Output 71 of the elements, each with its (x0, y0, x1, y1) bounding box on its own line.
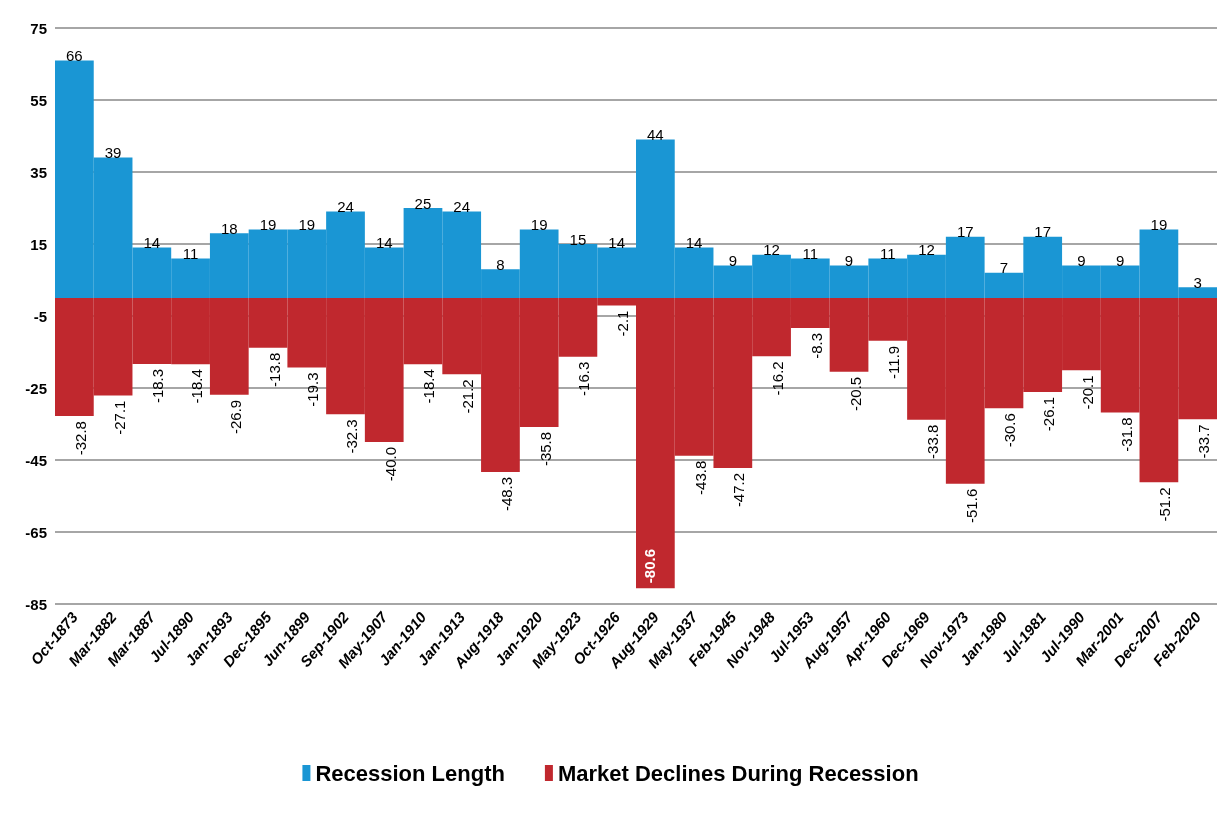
data-label: 25 (414, 194, 432, 212)
data-label: -16.2 (769, 361, 787, 396)
data-label: 24 (453, 198, 471, 216)
y-tick-label: 15 (30, 235, 47, 253)
data-label: 8 (496, 255, 505, 273)
data-label: -20.1 (1078, 375, 1096, 410)
data-label: -35.8 (536, 431, 554, 467)
data-label: 19 (530, 216, 548, 234)
data-label: -40.0 (381, 447, 399, 482)
data-label: -33.7 (1195, 424, 1213, 459)
legend-label: Recession Length (315, 760, 505, 786)
data-label: -18.4 (188, 369, 206, 404)
data-label: -18.4 (420, 369, 438, 404)
data-label: 12 (763, 241, 780, 259)
data-label: -48.3 (497, 476, 515, 512)
data-label: -20.5 (846, 376, 864, 411)
data-label: 39 (104, 144, 122, 162)
data-label: -18.3 (149, 368, 167, 404)
data-label: -30.6 (1001, 413, 1019, 448)
y-tick-label: 35 (30, 163, 47, 181)
data-label: -51.2 (1156, 487, 1174, 522)
data-label: -32.8 (71, 421, 89, 456)
data-label: -26.1 (1040, 396, 1058, 432)
data-label: 19 (259, 216, 277, 234)
data-label: -31.8 (1117, 417, 1135, 452)
data-label: 14 (685, 234, 703, 252)
data-label: -8.3 (807, 332, 825, 359)
y-tick-label: -25 (25, 379, 47, 397)
data-label: 11 (182, 244, 199, 262)
y-tick-label: -5 (33, 307, 47, 325)
data-label: 12 (918, 241, 935, 259)
data-label: 15 (569, 230, 587, 248)
data-label: 19 (298, 216, 316, 234)
data-label: 24 (337, 198, 354, 216)
data-label: 44 (647, 126, 664, 144)
data-label: 11 (802, 244, 819, 262)
data-label: 9 (1115, 252, 1125, 270)
data-label: -16.3 (575, 361, 593, 396)
data-label: -27.1 (110, 400, 128, 435)
data-label: 11 (879, 244, 896, 262)
y-tick-label: -45 (25, 451, 47, 469)
data-label: 66 (66, 46, 83, 64)
data-label: 18 (220, 219, 238, 237)
data-label: 14 (375, 234, 393, 252)
data-label: -33.8 (924, 424, 941, 459)
data-label: 7 (999, 259, 1009, 277)
y-tick-label: -85 (25, 595, 47, 613)
y-tick-label: 75 (30, 19, 47, 37)
data-label: -80.6 (640, 548, 658, 584)
data-label: 9 (844, 252, 854, 270)
data-label: -2.1 (614, 310, 632, 337)
data-label: 9 (1077, 252, 1086, 270)
data-label: -32.3 (343, 419, 360, 454)
data-label: -43.8 (691, 460, 709, 495)
data-label: -11.9 (885, 345, 903, 379)
data-label: -51.6 (962, 488, 980, 523)
data-label: 19 (1150, 216, 1168, 234)
data-label: 3 (1193, 273, 1202, 291)
data-label: 17 (1034, 223, 1052, 241)
legend-label: Market Declines During Recession (557, 760, 919, 786)
y-tick-label: -65 (25, 523, 47, 541)
data-label: -47.2 (730, 472, 748, 508)
data-label: 9 (728, 252, 738, 270)
y-tick-label: 55 (30, 91, 47, 109)
data-label: 14 (143, 234, 161, 252)
data-label: -13.8 (265, 352, 283, 387)
data-label: -26.9 (226, 399, 244, 435)
data-label: -19.3 (304, 372, 322, 407)
data-label: 17 (956, 223, 974, 241)
data-label: 14 (608, 234, 625, 252)
data-label: -21.2 (459, 379, 477, 414)
